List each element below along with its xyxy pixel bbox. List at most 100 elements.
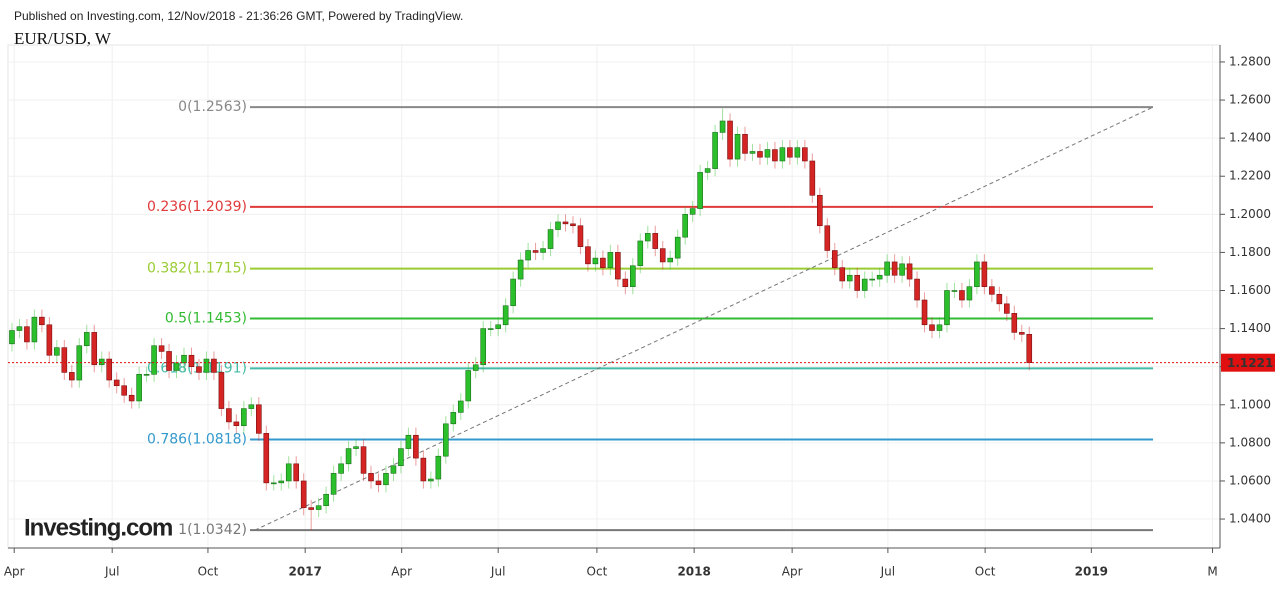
candle-body — [98, 358, 105, 366]
y-tick-label: 1.2800 — [1229, 54, 1271, 68]
candle-body — [293, 463, 300, 482]
candle-body — [959, 290, 965, 301]
candle-body — [128, 394, 135, 402]
candle-body — [398, 448, 404, 467]
last-price-label: 1.1221 — [1227, 356, 1273, 370]
candle-body — [91, 332, 98, 366]
candle-body — [802, 147, 808, 162]
candle-body — [615, 252, 621, 280]
candle-body — [39, 316, 45, 326]
candle-body — [921, 299, 928, 326]
candle-body — [951, 290, 958, 292]
candle-body — [428, 478, 434, 482]
grid — [8, 45, 1220, 548]
candle-body — [570, 223, 576, 227]
candle-body — [285, 463, 292, 482]
candle-body — [517, 259, 524, 280]
candle-body — [719, 120, 726, 133]
y-tick-label: 1.1400 — [1229, 321, 1271, 335]
candle-body — [854, 274, 861, 291]
candle-body — [809, 160, 816, 196]
candle-body — [644, 233, 651, 242]
candle-body — [540, 248, 546, 253]
candle-body — [24, 326, 30, 343]
candle-body — [1004, 303, 1010, 314]
fib-label: 0.236(1.2039) — [147, 199, 247, 215]
candle-body — [794, 147, 801, 158]
candle-body — [16, 326, 23, 331]
candle-body — [981, 261, 988, 287]
candle-body — [906, 263, 913, 280]
candle-body — [824, 225, 831, 251]
candle-body — [226, 408, 232, 423]
candle-body — [300, 480, 307, 508]
fib-label: 0(1.2563) — [178, 99, 247, 115]
candle-body — [674, 236, 681, 259]
candle-body — [1026, 334, 1033, 363]
candle-body — [9, 330, 15, 345]
candle-body — [876, 274, 883, 280]
fib-label: 0.382(1.1715) — [147, 261, 247, 277]
x-tick-label: Jul — [490, 565, 505, 579]
last-price-tag — [1221, 353, 1275, 372]
candle-body — [181, 354, 187, 364]
candle-body — [173, 362, 180, 371]
candle-body — [502, 305, 509, 326]
candle-body — [270, 482, 277, 485]
published-note: Published on Investing.com, 12/Nov/2018 … — [14, 9, 463, 23]
candle-body — [846, 274, 853, 282]
candle-body — [166, 351, 172, 371]
candle-body — [532, 250, 539, 253]
y-tick-label: 1.2000 — [1229, 207, 1271, 221]
candle-body — [869, 278, 875, 281]
y-tick-label: 1.1600 — [1229, 283, 1271, 297]
candle-body — [136, 374, 142, 402]
candle-body — [323, 493, 329, 507]
candle-body — [353, 446, 359, 449]
candles — [9, 108, 1033, 531]
candle-body — [585, 246, 591, 265]
candle-body — [1018, 332, 1025, 335]
candle-body — [143, 374, 150, 376]
candle-body — [555, 221, 561, 230]
candle-body — [510, 278, 516, 307]
candle-body — [263, 433, 270, 484]
candle-body — [360, 446, 367, 474]
candle-body — [248, 404, 255, 409]
candle-body — [256, 404, 262, 434]
candle-body — [218, 372, 225, 409]
candle-body — [106, 358, 113, 381]
candle-body — [383, 473, 389, 486]
candle-body — [787, 147, 793, 158]
candle-body — [764, 149, 771, 158]
x-tick-label: Jul — [104, 565, 119, 579]
candle-body — [831, 250, 838, 268]
candle-body — [757, 151, 763, 158]
candle-body — [630, 265, 636, 287]
candle-body — [487, 328, 494, 330]
candle-body — [562, 221, 569, 225]
candle-body — [495, 324, 501, 329]
y-tick-label: 1.2400 — [1229, 131, 1271, 145]
candle-body — [308, 507, 314, 510]
candle-body — [914, 278, 920, 301]
candle-body — [241, 408, 247, 427]
candle-body — [577, 225, 584, 247]
fib-label: 1(1.0342) — [178, 522, 247, 538]
candle-body — [113, 379, 120, 387]
candle-body — [779, 147, 786, 162]
x-tick-label: Oct — [587, 565, 608, 579]
y-tick-label: 1.2200 — [1229, 169, 1271, 183]
candle-body — [472, 364, 479, 371]
y-tick-label: 1.1800 — [1229, 245, 1271, 259]
candle-body — [345, 448, 352, 465]
candle-body — [891, 261, 898, 276]
candle-body — [278, 480, 285, 484]
candle-body — [1011, 313, 1018, 333]
candle-body — [944, 290, 950, 326]
x-tick-label: 2017 — [288, 565, 321, 579]
candle-body — [637, 240, 644, 267]
candle-body — [158, 345, 165, 352]
